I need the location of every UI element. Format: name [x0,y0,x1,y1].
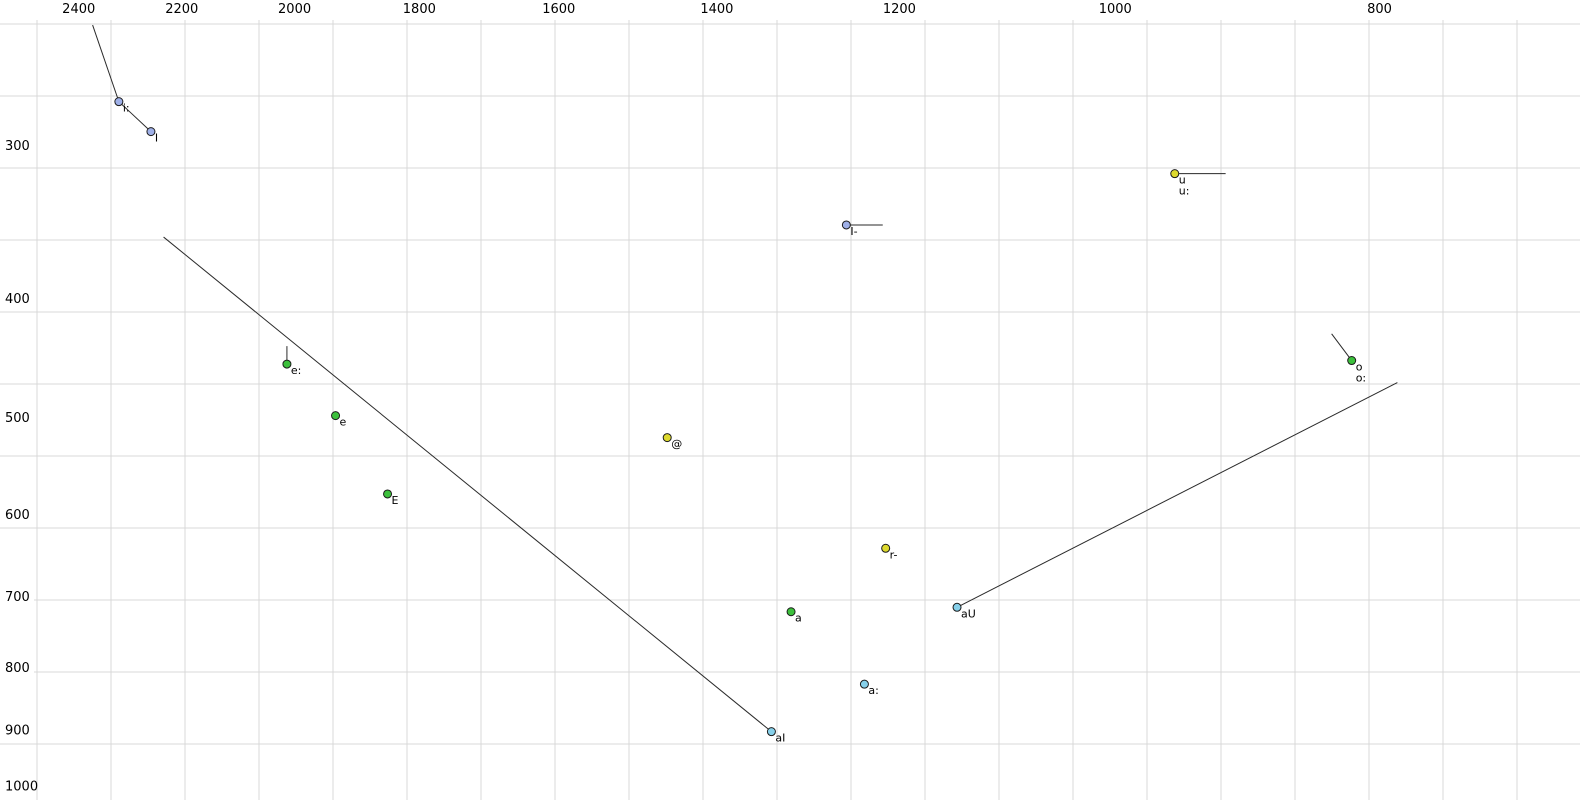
vowel-label-aU: aU [961,607,976,620]
vowel-point-schwa [662,433,672,443]
y-axis-tick-label: 600 [5,508,30,523]
trajectory-line-o-long [1331,333,1353,361]
vowel-label-e-long: e: [291,364,301,377]
vowel-point-aU [952,602,962,612]
y-axis-tick-label: 300 [5,139,30,154]
y-axis-label-background [0,505,34,524]
x-axis-tick-label: 1800 [403,2,436,17]
trajectory-line-I [118,101,152,132]
x-axis-tick-label: 2400 [62,2,95,17]
x-axis-tick-label: 1200 [883,2,916,17]
y-axis-label-background [0,290,34,309]
x-axis-tick-label: 1400 [700,2,733,17]
x-axis-tick-label: 2200 [165,2,198,17]
top-axis-band [0,0,1580,20]
vowel-point-r-bar [881,543,891,553]
y-axis-tick-label: 700 [5,590,30,605]
vowel-label-e: e [340,416,347,429]
vowel-point-I-bar [841,220,851,230]
y-axis-label-background [0,658,34,677]
vowel-point-u-long [1170,169,1180,179]
y-axis-tick-label: 800 [5,661,30,676]
vowel-label-r-bar: r- [890,548,898,561]
x-axis-tick-label: 1000 [1099,2,1132,17]
y-axis-label-background [0,408,34,427]
vowel-point-aI [766,727,776,737]
trajectory-line-aI [163,236,772,733]
vowel-label-u-long: u u: [1179,174,1190,198]
y-axis-label-background [0,137,34,156]
x-axis-tick-label: 2000 [278,2,311,17]
x-axis-tick-label: 1600 [542,2,575,17]
vowel-label-I-bar: I- [850,225,857,238]
vowel-label-E: E [392,494,399,507]
y-axis-tick-label: 500 [5,411,30,426]
y-axis-tick-label: 1000 [5,780,38,795]
vowel-label-i-long: i: [123,102,130,115]
vowel-point-I [146,127,156,137]
vowel-label-a-long: a: [868,684,878,697]
trajectory-line-aU [956,382,1398,608]
y-axis-label-background [0,587,34,606]
vowel-point-e [331,411,341,421]
y-axis-label-background [0,721,34,740]
vowel-point-E [383,489,393,499]
vowel-point-o-long [1347,356,1357,366]
vowel-point-i-long [114,97,124,107]
vowel-label-o-long: o o: [1356,361,1366,385]
y-axis-tick-label: 400 [5,292,30,307]
vowel-point-a [786,607,796,617]
vowel-label-aI: aI [775,732,785,745]
vowel-point-e-long [282,359,292,369]
y-axis-tick-label: 900 [5,723,30,738]
vowel-label-schwa: @ [671,438,682,451]
trajectory-line-i-long [92,24,120,102]
x-axis-tick-label: 800 [1367,2,1392,17]
vowel-point-a-long [859,679,869,689]
vowel-label-I: I [155,132,158,145]
y-axis-label-background [0,777,34,796]
vowel-label-a: a [795,612,802,625]
